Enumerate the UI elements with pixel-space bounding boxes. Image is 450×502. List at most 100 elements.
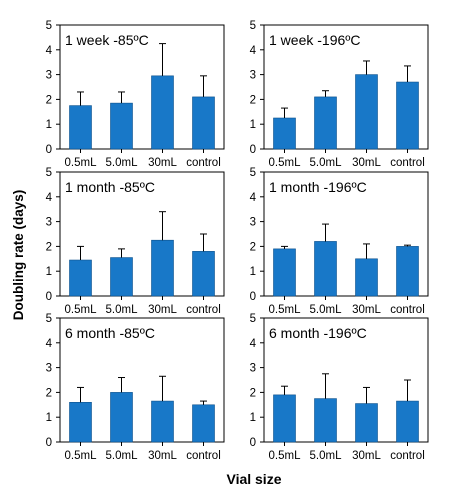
- y-tick-label: 4: [46, 192, 53, 204]
- panel-title: 1 month -196ºC: [269, 179, 367, 195]
- bar-30mL: [355, 258, 378, 297]
- category-label: 30mL: [148, 304, 177, 316]
- bar-control: [192, 251, 215, 297]
- bar-0.5mL: [273, 394, 296, 443]
- y-tick-label: 2: [250, 94, 256, 106]
- bar-5.0mL: [110, 102, 133, 150]
- bar-5.0mL: [110, 257, 133, 297]
- category-label: 0.5mL: [65, 450, 98, 462]
- y-tick-label: 2: [250, 241, 256, 253]
- plot-frame: [263, 317, 429, 443]
- bar-0.5mL: [69, 402, 92, 443]
- bar-0.5mL: [69, 259, 92, 297]
- y-tick-label: 3: [46, 70, 52, 82]
- category-label: control: [390, 157, 425, 169]
- y-tick-label: 5: [46, 20, 52, 32]
- category-label: control: [186, 450, 221, 462]
- category-label: 5.0mL: [310, 304, 343, 316]
- category-label: 0.5mL: [269, 450, 302, 462]
- y-tick-label: 2: [46, 387, 52, 399]
- category-label: 0.5mL: [65, 304, 98, 316]
- y-tick-label: 3: [250, 70, 256, 82]
- category-label: 0.5mL: [269, 304, 302, 316]
- y-tick-label: 5: [46, 167, 52, 179]
- panels: 0 1 2 3 4 5 0.5mL 5.0mL 30mL control 1 week -85ºC 0…: [46, 20, 429, 462]
- bar-30mL: [151, 75, 174, 150]
- y-tick-label: 3: [250, 217, 256, 229]
- bar-5.0mL: [314, 398, 337, 443]
- x-axis-label: Vial size: [226, 471, 281, 487]
- y-tick-label: 0: [250, 291, 256, 303]
- y-tick-label: 0: [250, 437, 256, 449]
- category-label: control: [186, 304, 221, 316]
- category-label: 5.0mL: [310, 157, 343, 169]
- y-tick-label: 1: [46, 412, 52, 424]
- bar-0.5mL: [273, 248, 296, 297]
- y-tick-label: 0: [46, 437, 52, 449]
- category-label: 30mL: [148, 450, 177, 462]
- category-label: control: [390, 450, 425, 462]
- y-tick-label: 2: [46, 241, 52, 253]
- y-tick-label: 5: [250, 313, 256, 325]
- plot-frame: [59, 171, 225, 297]
- category-label: 30mL: [352, 450, 381, 462]
- panel-2: 0 1 2 3 4 5 0.5mL 5.0mL 30mL control 1 week -196ºC: [250, 20, 429, 169]
- category-label: 5.0mL: [106, 304, 139, 316]
- bar-30mL: [151, 400, 174, 443]
- y-tick-label: 3: [250, 363, 256, 375]
- y-tick-label: 2: [250, 387, 256, 399]
- panel-title: 1 month -85ºC: [65, 179, 155, 195]
- y-tick-label: 2: [46, 94, 52, 106]
- y-tick-label: 3: [46, 363, 52, 375]
- panel-title: 6 month -196ºC: [269, 325, 367, 341]
- y-tick-label: 1: [250, 412, 256, 424]
- panel-title: 1 week -196ºC: [269, 32, 361, 48]
- panel-title: 1 week -85ºC: [65, 32, 149, 48]
- plot-frame: [59, 24, 225, 150]
- bar-control: [192, 404, 215, 443]
- plot-frame: [263, 171, 429, 297]
- y-tick-label: 5: [250, 20, 256, 32]
- y-tick-label: 5: [250, 167, 256, 179]
- bar-30mL: [355, 74, 378, 150]
- category-label: 0.5mL: [269, 157, 302, 169]
- category-label: control: [186, 157, 221, 169]
- bar-0.5mL: [273, 117, 296, 150]
- y-tick-label: 4: [250, 192, 257, 204]
- y-tick-label: 4: [46, 45, 53, 57]
- category-label: 30mL: [148, 157, 177, 169]
- bar-0.5mL: [69, 105, 92, 150]
- y-tick-label: 1: [46, 266, 52, 278]
- bar-control: [192, 96, 215, 150]
- category-label: 5.0mL: [106, 157, 139, 169]
- panel-4: 0 1 2 3 4 5 0.5mL 5.0mL 30mL control 1 month -196º…: [250, 167, 429, 316]
- y-tick-label: 5: [46, 313, 52, 325]
- y-axis-label: Doubling rate (days): [11, 190, 26, 321]
- panel-1: 0 1 2 3 4 5 0.5mL 5.0mL 30mL control 1 week -85ºC: [46, 20, 225, 169]
- plot-frame: [263, 24, 429, 150]
- panel-3: 0 1 2 3 4 5 0.5mL 5.0mL 30mL control 1 month -85ºC: [46, 167, 225, 316]
- y-tick-label: 0: [46, 291, 52, 303]
- y-tick-label: 3: [46, 217, 52, 229]
- bar-5.0mL: [314, 241, 337, 297]
- bar-control: [396, 246, 419, 297]
- category-label: 0.5mL: [65, 157, 98, 169]
- bar-control: [396, 81, 419, 150]
- category-label: 5.0mL: [310, 450, 343, 462]
- panel-6: 0 1 2 3 4 5 0.5mL 5.0mL 30mL control 6 month -196º…: [250, 313, 429, 462]
- bar-5.0mL: [110, 392, 133, 443]
- bar-control: [396, 400, 419, 443]
- plot-frame: [59, 317, 225, 443]
- category-label: control: [390, 304, 425, 316]
- bar-5.0mL: [314, 96, 337, 150]
- panel-5: 0 1 2 3 4 5 0.5mL 5.0mL 30mL control 6 month -85ºC: [46, 313, 225, 462]
- bar-30mL: [151, 239, 174, 297]
- y-tick-label: 4: [250, 338, 257, 350]
- y-tick-label: 1: [250, 266, 256, 278]
- y-tick-label: 1: [250, 119, 256, 131]
- category-label: 30mL: [352, 157, 381, 169]
- y-tick-label: 4: [250, 45, 257, 57]
- y-tick-label: 0: [46, 144, 52, 156]
- category-label: 30mL: [352, 304, 381, 316]
